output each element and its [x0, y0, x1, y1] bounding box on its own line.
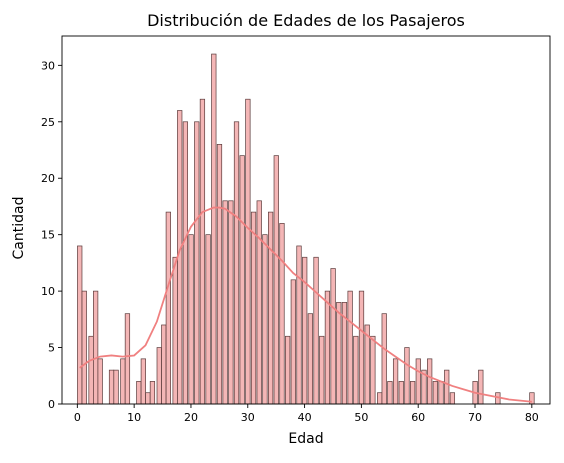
histogram-bar [398, 381, 404, 405]
x-axis-label: Edad [288, 431, 323, 447]
x-tick-label: 50 [354, 411, 368, 424]
histogram-bar [449, 392, 456, 405]
histogram-bar [81, 290, 87, 405]
histogram-bar [140, 358, 146, 405]
histogram-bar [330, 268, 336, 405]
histogram-bar [222, 200, 228, 405]
x-axis: 0 10 20 30 40 50 60 70 80 [74, 404, 539, 424]
histogram-bar [381, 313, 387, 405]
histogram-bar [165, 211, 171, 405]
y-tick-label: 10 [41, 285, 55, 298]
histogram-bar [233, 121, 240, 405]
histogram-bar [268, 211, 274, 405]
histogram-bar [156, 347, 162, 405]
histogram-bar [136, 381, 142, 405]
histogram-bar [415, 358, 421, 405]
histogram-bar [262, 234, 268, 405]
histogram-bar [347, 290, 353, 405]
histogram-bar [245, 98, 251, 405]
histogram-bar [228, 200, 234, 405]
histogram-bar [93, 290, 99, 405]
histogram-bar [124, 313, 131, 405]
histogram-bar [438, 381, 444, 405]
histogram-bar [377, 392, 383, 405]
y-tick-label: 20 [41, 172, 55, 185]
chart-title: Distribución de Edades de los Pasajeros [147, 11, 465, 30]
histogram-bar [161, 324, 167, 405]
histogram-bar [302, 256, 308, 405]
histogram-bar [370, 335, 376, 405]
histogram-bar [194, 121, 200, 405]
histogram-bar [239, 155, 245, 405]
y-tick-label: 30 [41, 59, 55, 72]
histogram-bar [97, 358, 103, 405]
histogram-bar [324, 290, 331, 405]
x-tick-label: 10 [127, 411, 141, 424]
histogram-bar [205, 234, 211, 405]
kde-curve [79, 206, 532, 403]
x-tick-label: 30 [241, 411, 255, 424]
histogram-bar [273, 155, 279, 405]
histogram-bar [285, 335, 291, 405]
histogram-bar [319, 335, 325, 405]
histogram-bar [307, 313, 313, 405]
x-tick-label: 80 [525, 411, 539, 424]
histogram-bar [313, 256, 319, 405]
x-tick-label: 70 [468, 411, 482, 424]
histogram-bar [427, 358, 433, 405]
x-tick-label: 20 [184, 411, 198, 424]
histogram-bar [199, 98, 206, 405]
histogram-bar [188, 234, 194, 405]
histogram-bar [256, 200, 262, 405]
histogram-bar [216, 144, 223, 405]
histogram-bar [113, 369, 119, 405]
histogram-bar [392, 358, 399, 405]
bars-layer [77, 53, 535, 405]
histogram-bar [444, 369, 450, 405]
histogram-bar [172, 256, 178, 405]
histogram-bar [279, 223, 285, 405]
histogram-bar [432, 381, 438, 405]
plot-frame [61, 35, 551, 405]
histogram-bar [478, 369, 484, 405]
histogram-bar [182, 121, 189, 405]
histogram-bar [358, 290, 365, 405]
histogram-bar [410, 381, 416, 405]
histogram-bar [120, 358, 126, 405]
histogram-bar [336, 302, 342, 405]
histogram-bar [404, 347, 410, 405]
histogram-bar [145, 392, 151, 405]
y-tick-label: 0 [48, 398, 55, 411]
histogram-bar [290, 279, 296, 405]
x-tick-label: 40 [298, 411, 312, 424]
histogram-bar [108, 369, 115, 405]
histogram-bar [353, 335, 359, 405]
y-axis-label: Cantidad [11, 197, 27, 260]
y-tick-label: 15 [41, 229, 55, 242]
histogram-bar [387, 381, 393, 405]
histogram-bar [211, 53, 217, 405]
x-tick-label: 0 [74, 411, 81, 424]
y-axis: 0 5 10 15 20 25 30 [41, 59, 62, 411]
histogram-bar [77, 245, 83, 405]
histogram-bar [149, 381, 156, 405]
y-tick-label: 25 [41, 116, 55, 129]
histogram-bar [296, 245, 302, 405]
y-tick-label: 5 [48, 342, 55, 355]
histogram-bar [250, 211, 257, 405]
histogram-bar [88, 335, 94, 405]
x-tick-label: 60 [411, 411, 425, 424]
